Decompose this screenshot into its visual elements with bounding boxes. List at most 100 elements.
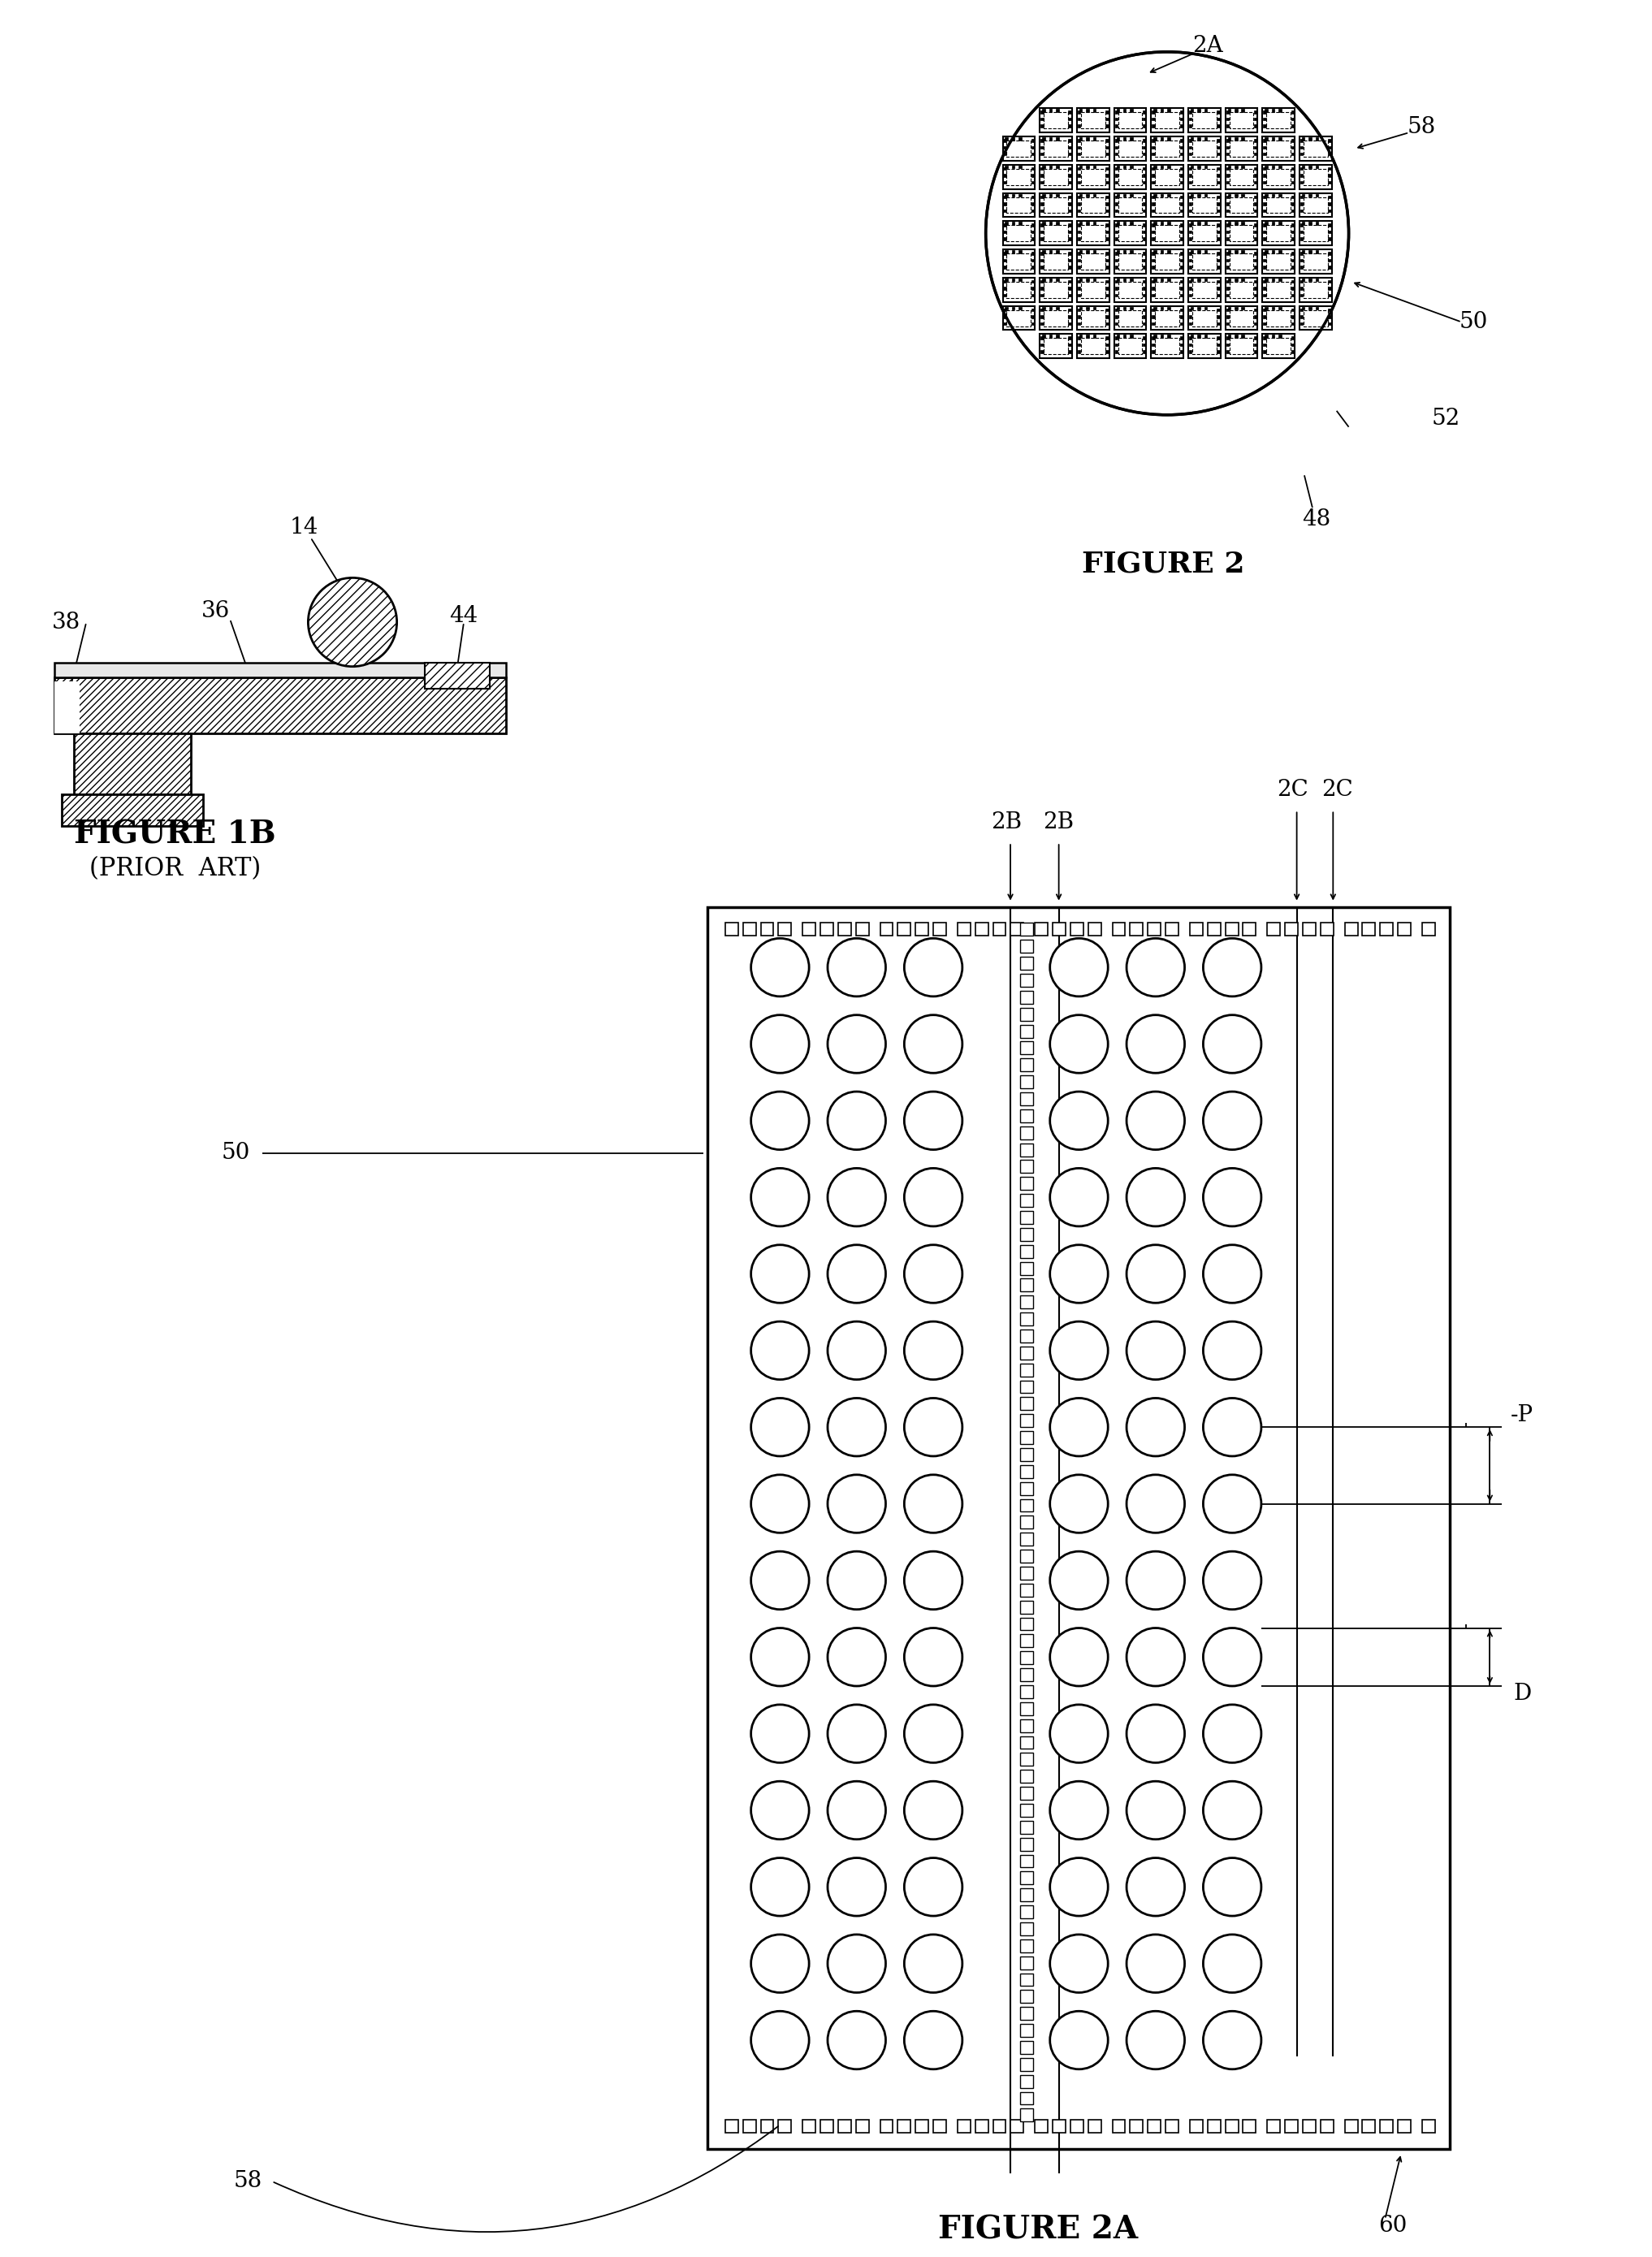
Bar [1227, 278, 1231, 282]
Bar [425, 664, 489, 688]
Bar [1226, 165, 1257, 190]
Bar [1031, 153, 1034, 156]
Bar [1279, 221, 1282, 226]
Bar [1226, 350, 1229, 352]
Circle shape [1051, 1323, 1108, 1379]
Bar [1218, 260, 1219, 262]
Bar [1151, 350, 1155, 352]
Bar [1094, 221, 1095, 226]
Bar [1019, 1837, 1032, 1851]
Text: 36: 36 [202, 600, 230, 623]
Bar [1254, 260, 1257, 262]
Bar [1143, 167, 1145, 169]
Bar [1398, 923, 1411, 937]
Bar [1290, 210, 1294, 212]
Circle shape [904, 1474, 963, 1533]
Bar [1052, 2119, 1066, 2133]
Bar [1300, 138, 1332, 160]
Bar [1226, 108, 1257, 133]
Bar [1115, 266, 1118, 269]
Circle shape [828, 1934, 885, 1993]
Bar [1105, 266, 1108, 269]
Bar [1105, 153, 1108, 156]
Bar [1290, 323, 1294, 325]
Bar [1044, 113, 1067, 129]
Bar [1189, 923, 1203, 937]
Bar [1113, 251, 1146, 273]
Circle shape [752, 1092, 809, 1149]
Bar [1019, 1923, 1032, 1934]
Bar [1019, 1483, 1032, 1494]
Bar [1189, 237, 1191, 239]
Bar [1031, 167, 1034, 169]
Bar [1019, 1499, 1032, 1512]
Bar [1039, 307, 1072, 330]
Bar [1241, 165, 1244, 169]
Bar [1226, 309, 1229, 311]
Bar [1115, 117, 1118, 120]
Bar [1188, 251, 1221, 273]
Bar [1267, 282, 1290, 298]
Bar [1151, 153, 1155, 156]
Bar [1300, 307, 1332, 330]
Text: 2A: 2A [1193, 36, 1222, 56]
Bar [1226, 196, 1229, 199]
Bar [1077, 221, 1108, 246]
Bar [1034, 2119, 1047, 2133]
Bar [1303, 196, 1328, 212]
Bar [1168, 278, 1170, 282]
Text: 38: 38 [51, 612, 81, 634]
Bar [1265, 278, 1267, 282]
Bar [1315, 221, 1318, 226]
Circle shape [986, 52, 1348, 415]
Bar [1191, 278, 1193, 282]
Bar [1069, 181, 1070, 183]
Circle shape [1203, 1016, 1260, 1072]
Bar [1218, 111, 1219, 113]
Bar [1031, 287, 1034, 289]
Bar [1143, 316, 1145, 318]
Bar [1303, 309, 1328, 325]
Bar [1218, 210, 1219, 212]
Bar [1300, 260, 1303, 262]
Bar [1143, 336, 1145, 339]
Bar [1031, 280, 1034, 282]
Bar [1042, 108, 1046, 113]
Bar [1198, 165, 1201, 169]
Bar [1254, 253, 1257, 255]
Bar [1262, 334, 1295, 359]
Bar [1227, 108, 1231, 113]
Bar [1039, 334, 1072, 359]
Bar [1180, 196, 1183, 199]
Bar [1069, 287, 1070, 289]
Bar [1105, 124, 1108, 126]
Circle shape [828, 1627, 885, 1686]
Bar [1056, 278, 1059, 282]
Bar [1105, 343, 1108, 345]
Bar [1115, 140, 1118, 142]
Bar [1302, 251, 1305, 253]
Bar [1226, 223, 1229, 226]
Bar [1049, 221, 1052, 226]
Bar [1229, 140, 1254, 156]
Circle shape [1127, 1704, 1184, 1763]
Bar [1328, 309, 1332, 311]
Bar [1115, 181, 1118, 183]
Bar [1117, 307, 1118, 309]
Circle shape [1051, 939, 1108, 995]
Bar [55, 664, 506, 677]
Bar [1041, 316, 1044, 318]
Bar [1189, 316, 1191, 318]
Bar [1041, 280, 1044, 282]
Bar [1113, 165, 1146, 190]
Text: 48: 48 [1302, 508, 1332, 530]
Bar [1290, 237, 1294, 239]
Bar [1044, 253, 1067, 269]
Bar [1265, 334, 1267, 339]
Bar [1254, 174, 1257, 176]
Bar [1042, 251, 1046, 253]
Bar [1290, 309, 1294, 311]
Bar [1117, 165, 1118, 169]
Bar [1077, 237, 1080, 239]
Bar [1041, 237, 1044, 239]
